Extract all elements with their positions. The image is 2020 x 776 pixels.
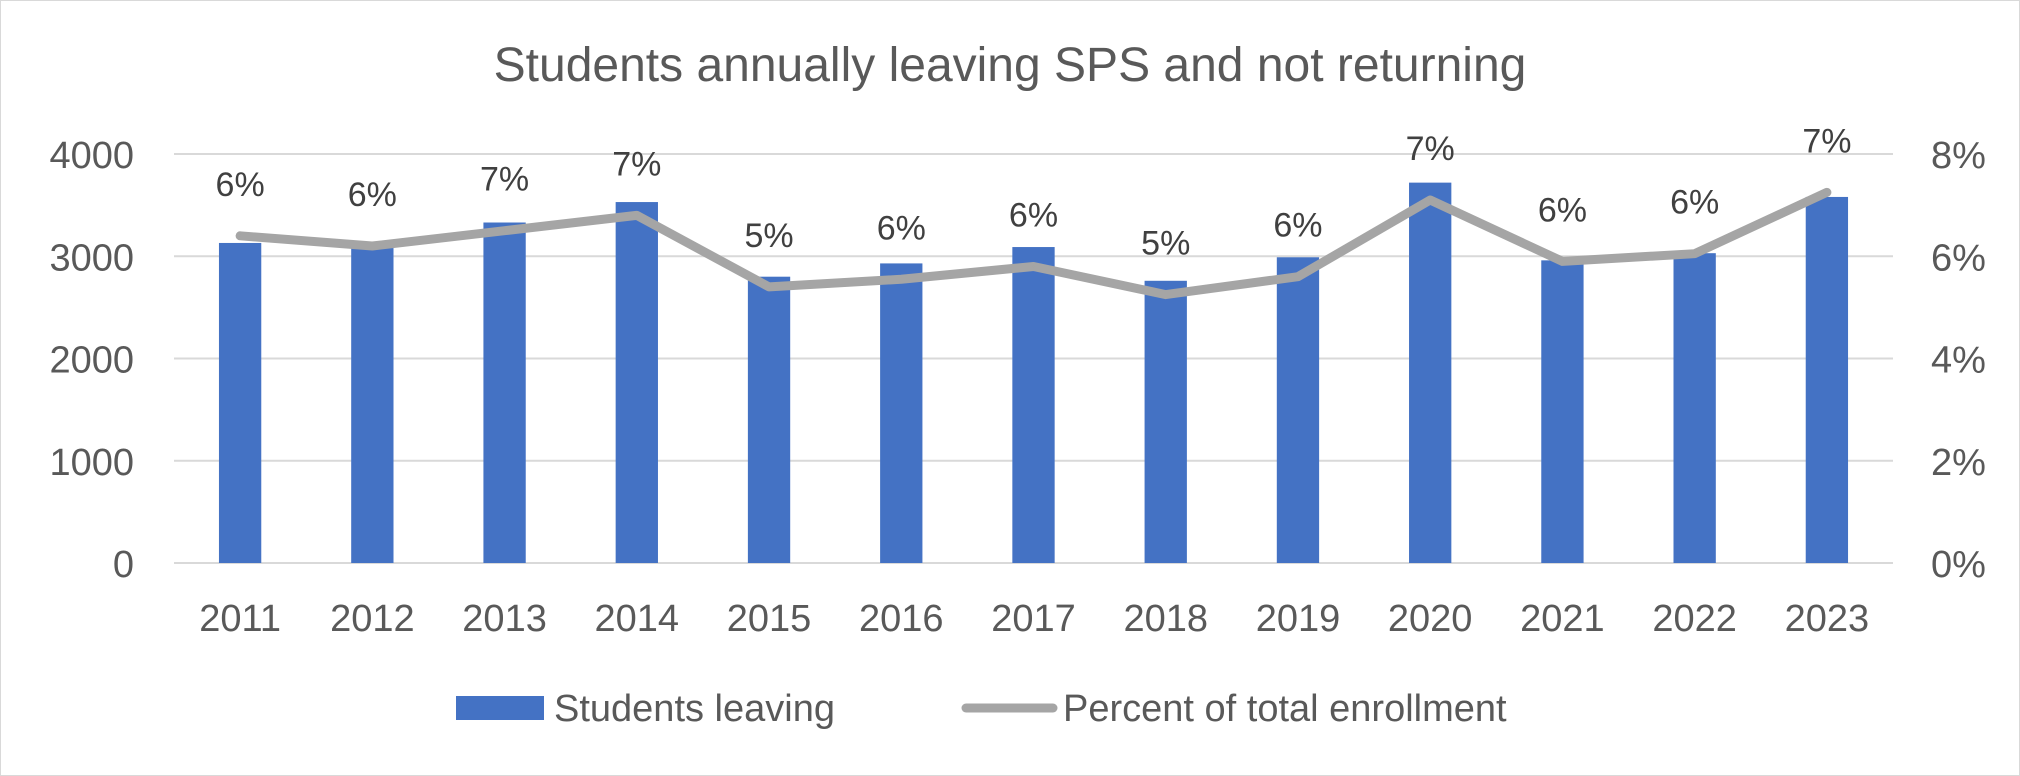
x-axis-ticks: 2011 2012 2013 2014 2015 2016 2017 2018 2019 2020… bbox=[199, 598, 1869, 640]
x-tick-label: 2017 bbox=[991, 598, 1076, 640]
x-tick-label: 2019 bbox=[1256, 598, 1341, 640]
left-axis-ticks: 0 1000 2000 3000 4000 bbox=[49, 135, 134, 586]
legend-swatch-bar bbox=[456, 696, 544, 720]
data-label: 7% bbox=[1406, 130, 1455, 168]
data-label: 6% bbox=[348, 176, 397, 214]
data-label: 5% bbox=[1141, 225, 1190, 263]
data-label: 6% bbox=[1273, 207, 1322, 245]
legend: Students leaving Percent of total enrollm… bbox=[456, 688, 1507, 730]
line-point bbox=[1296, 275, 1299, 278]
bar bbox=[1541, 260, 1584, 563]
data-label: 6% bbox=[1538, 191, 1587, 229]
bar bbox=[483, 222, 526, 563]
data-label: 6% bbox=[216, 166, 265, 204]
left-tick-label: 2000 bbox=[49, 340, 134, 382]
line-point bbox=[1561, 260, 1564, 263]
right-tick-label: 2% bbox=[1931, 442, 1986, 484]
x-tick-label: 2015 bbox=[727, 598, 812, 640]
data-label: 7% bbox=[480, 161, 529, 199]
x-tick-label: 2020 bbox=[1388, 598, 1473, 640]
bar bbox=[1673, 253, 1716, 563]
bar bbox=[880, 263, 923, 563]
left-tick-label: 0 bbox=[113, 544, 134, 586]
x-tick-label: 2014 bbox=[595, 598, 680, 640]
legend-label-bar: Students leaving bbox=[554, 688, 835, 730]
x-tick-label: 2013 bbox=[462, 598, 547, 640]
bar-series bbox=[218, 182, 1849, 564]
data-label: 6% bbox=[877, 209, 926, 247]
data-labels: 6% 6% 7% 7% 5% 6% 6% 5% 6% 7% 6% 6% 7% bbox=[216, 122, 1852, 262]
line-point bbox=[1032, 265, 1035, 268]
bar bbox=[1409, 182, 1452, 563]
chart-title: Students annually leaving SPS and not re… bbox=[494, 39, 1527, 92]
bar bbox=[615, 202, 658, 563]
right-tick-label: 4% bbox=[1931, 340, 1986, 382]
data-label: 7% bbox=[612, 145, 661, 183]
line-series bbox=[235, 187, 1832, 300]
bar bbox=[218, 242, 262, 563]
bar bbox=[1805, 196, 1849, 563]
left-tick-label: 1000 bbox=[49, 442, 134, 484]
left-tick-label: 3000 bbox=[49, 237, 134, 279]
right-tick-label: 8% bbox=[1931, 135, 1986, 177]
line-point bbox=[768, 285, 771, 288]
line-point bbox=[371, 245, 374, 248]
bar bbox=[1144, 280, 1187, 563]
x-tick-label: 2012 bbox=[330, 598, 415, 640]
x-tick-label: 2011 bbox=[199, 598, 281, 640]
x-tick-label: 2016 bbox=[859, 598, 944, 640]
data-label: 6% bbox=[1009, 196, 1058, 234]
x-tick-label: 2023 bbox=[1785, 598, 1870, 640]
data-label: 6% bbox=[1670, 184, 1719, 222]
right-tick-label: 6% bbox=[1931, 237, 1986, 279]
line-point bbox=[239, 234, 242, 237]
right-tick-label: 0% bbox=[1931, 544, 1986, 586]
bar bbox=[747, 276, 791, 563]
bar bbox=[351, 246, 394, 563]
line-point bbox=[1429, 199, 1432, 202]
line-point bbox=[900, 278, 903, 281]
right-axis-ticks: 0% 2% 4% 6% 8% bbox=[1931, 135, 1986, 586]
data-label: 7% bbox=[1802, 122, 1851, 160]
line-point bbox=[1164, 293, 1167, 296]
x-tick-label: 2021 bbox=[1520, 598, 1605, 640]
bar bbox=[1012, 247, 1055, 564]
legend-label-line: Percent of total enrollment bbox=[1063, 688, 1507, 730]
line-point bbox=[1825, 191, 1828, 194]
line-point bbox=[635, 214, 638, 217]
x-tick-label: 2022 bbox=[1652, 598, 1737, 640]
line-point bbox=[503, 229, 506, 232]
left-tick-label: 4000 bbox=[49, 135, 134, 177]
line-point bbox=[1693, 252, 1696, 255]
bar bbox=[1276, 257, 1320, 563]
x-tick-label: 2018 bbox=[1123, 598, 1208, 640]
data-label: 5% bbox=[744, 217, 793, 255]
